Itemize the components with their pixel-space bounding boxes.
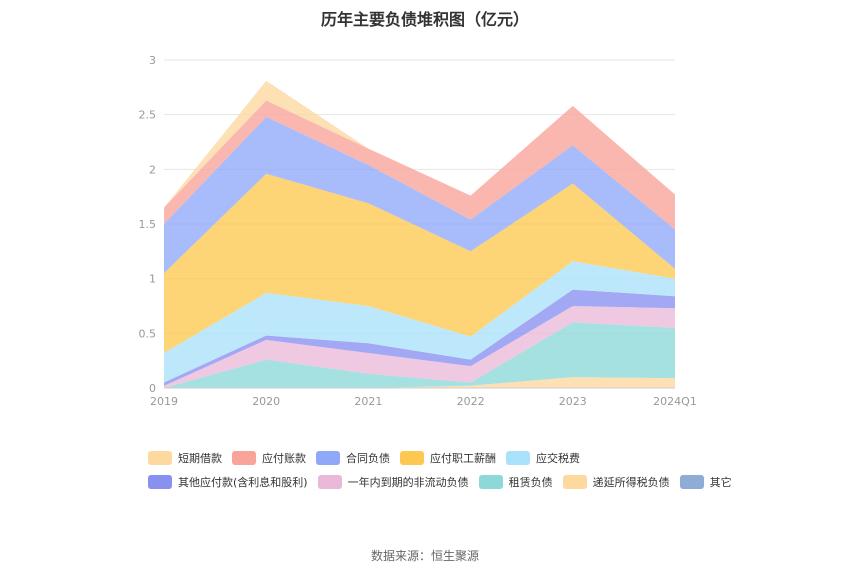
legend-swatch [562, 475, 587, 489]
y-axis-ticks: 0 0.5 1 1.5 2 2.5 3 [139, 54, 157, 395]
legend-swatch [679, 475, 704, 489]
area-递延所得税负债 [164, 377, 675, 388]
legend-item[interactable]: 其它 [679, 474, 732, 490]
legend-swatch [148, 475, 172, 489]
legend-label: 应付账款 [262, 452, 306, 465]
area-租赁负债 [164, 322, 675, 388]
legend-label: 短期借款 [178, 452, 222, 465]
legend-swatch [316, 451, 340, 465]
area-应付账款 [164, 100, 675, 230]
y-tick-label: 1.5 [139, 218, 157, 231]
legend-item[interactable]: 租赁负债 [478, 474, 553, 490]
area-短期借款 [164, 80, 675, 208]
stacked-area-chart: 0 0.5 1 1.5 2 2.5 3 2019 2020 2021 2022 2023 2024Q1 [139, 54, 697, 408]
x-tick-label: 2021 [354, 395, 382, 408]
y-tick-label: 3 [149, 54, 156, 67]
legend-item[interactable]: 应交税费 [506, 450, 580, 466]
area-其他应付款(含利息和股利) [164, 289, 675, 386]
x-tick-label: 2023 [559, 395, 587, 408]
y-tick-label: 0 [149, 382, 156, 395]
legend-swatch [148, 451, 172, 465]
legend-label: 其他应付款(含利息和股利) [178, 476, 308, 489]
legend-swatch [317, 475, 342, 489]
legend-item[interactable]: 应付账款 [232, 450, 306, 466]
x-tick-label: 2020 [252, 395, 280, 408]
legend-label: 租赁负债 [508, 476, 553, 489]
area-一年内到期的非流动负债 [164, 306, 675, 388]
area-应交税费 [164, 261, 675, 383]
legend-swatch [506, 451, 530, 465]
legend-label: 一年内到期的非流动负债 [347, 476, 469, 489]
legend-label: 其它 [709, 476, 732, 489]
area-应付职工薪酬 [164, 173, 675, 353]
area-合同负债 [164, 116, 675, 274]
x-axis-ticks: 2019 2020 2021 2022 2023 2024Q1 [150, 395, 697, 408]
legend-item[interactable]: 递延所得税负债 [562, 474, 670, 490]
legend-label: 应交税费 [536, 452, 580, 465]
x-tick-label: 2022 [457, 395, 485, 408]
legend-item[interactable]: 一年内到期的非流动负债 [317, 474, 469, 490]
x-tick-label: 2024Q1 [653, 395, 697, 408]
legend-item[interactable]: 其他应付款(含利息和股利) [148, 474, 308, 490]
y-tick-label: 0.5 [139, 327, 157, 340]
legend-item[interactable]: 合同负债 [316, 450, 390, 466]
y-tick-label: 1 [149, 273, 156, 286]
x-tick-label: 2019 [150, 395, 178, 408]
chart-legend: 短期借款 应付账款 合同负债 应付职工薪酬 应交税费其他应付款(含利息和股利) 一年内到期… [148, 450, 748, 498]
legend-item[interactable]: 短期借款 [148, 450, 222, 466]
legend-swatch [232, 451, 256, 465]
legend-label: 合同负债 [346, 452, 390, 465]
legend-label: 递延所得税负债 [592, 476, 670, 489]
legend-label: 应付职工薪酬 [430, 452, 496, 465]
y-tick-label: 2 [149, 163, 156, 176]
data-source: 数据来源：恒生聚源 [370, 549, 479, 563]
legend-swatch [400, 451, 424, 465]
area-series [164, 80, 675, 388]
legend-item[interactable]: 应付职工薪酬 [400, 450, 496, 466]
legend-swatch [478, 475, 503, 489]
y-tick-label: 2.5 [139, 109, 157, 122]
chart-title: 历年主要负债堆积图（亿元） [320, 10, 529, 29]
